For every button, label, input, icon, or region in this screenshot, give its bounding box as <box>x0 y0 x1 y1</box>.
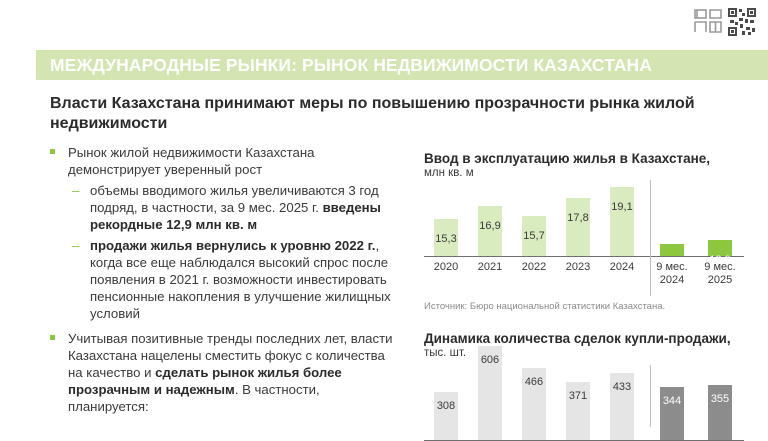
chart1-value-label: 19,1 <box>611 201 633 214</box>
chart1-bar <box>566 198 590 256</box>
chart2-unit: тыс. шт. <box>424 347 467 359</box>
chart1-category-label: 9 мес. 2024 <box>656 261 688 286</box>
record-highlight: введены рекордные 12,9 млн кв. м <box>90 200 381 232</box>
chart1-title: Ввод в эксплуатацию жилья в Казахстане, <box>424 151 710 166</box>
chart1-bar <box>610 187 634 256</box>
chart1-category-label: 9 мес. 2025 <box>704 261 736 286</box>
chart1-baseline <box>424 256 744 257</box>
dom-rf-logo <box>694 9 722 33</box>
chart1-bar <box>522 216 546 256</box>
chart2-value-label: 355 <box>710 392 730 405</box>
subbullet-housing-volume: – объемы вводимого жилья увеличиваются 3… <box>72 183 381 232</box>
chart1-category-label: 2023 <box>565 261 591 273</box>
chart2-value-label: 433 <box>612 380 632 393</box>
chart1-bar <box>660 244 684 256</box>
chart2-value-label: 371 <box>568 390 588 403</box>
chart2-bar <box>478 346 502 440</box>
bullet-marker <box>50 335 55 340</box>
chart1-category-label: 2020 <box>433 261 459 273</box>
chart1-source: Источник: Бюро национальной статистики К… <box>424 301 666 312</box>
chart1-bar <box>708 239 732 256</box>
chart1-value-label: 12,4 <box>661 258 683 271</box>
slide-subtitle: Власти Казахстана принимают меры по повы… <box>50 95 695 132</box>
qr-code-icon <box>728 8 756 36</box>
dash-marker: – <box>72 183 80 198</box>
bullet-market-growth: Рынок жилой недвижимости Казахстана демо… <box>50 144 395 178</box>
chart2-period-divider <box>650 365 651 427</box>
chart1-value-label: 12,9 <box>709 253 731 266</box>
chart2-value-label: 308 <box>436 400 456 413</box>
dash-marker: – <box>72 238 80 253</box>
chart1-value-label: 16,9 <box>479 219 501 232</box>
chart2-title: Динамика количества сделок купли-продажи… <box>424 331 731 346</box>
sales-highlight: продажи жилья вернулись к уровню 2022 г. <box>90 238 376 253</box>
banner-title: МЕЖДУНАРОДНЫЕ РЫНКИ: РЫНОК НЕДВИЖИМОСТИ … <box>50 55 653 75</box>
bullet-transparency: Учитывая позитивные тренды последних лет… <box>50 330 395 415</box>
section-banner: МЕЖДУНАРОДНЫЕ РЫНКИ: РЫНОК НЕДВИЖИМОСТИ … <box>36 50 768 80</box>
chart2-value-label: 466 <box>524 375 544 388</box>
chart1-bar <box>478 205 502 256</box>
chart1-value-label: 17,8 <box>567 212 589 225</box>
chart1-category-label: 2022 <box>521 261 547 273</box>
chart1-bar <box>434 219 458 256</box>
chart2-value-label: 606 <box>480 354 500 367</box>
transparency-highlight: сделать рынок жилья более прозрачным и н… <box>68 365 342 397</box>
chart1-value-label: 15,3 <box>435 233 457 246</box>
left-text-column: Рынок жилой недвижимости Казахстана демо… <box>50 144 395 415</box>
chart1-period-divider <box>650 180 651 296</box>
bullet-marker <box>50 149 55 154</box>
chart1-value-label: 15,7 <box>523 230 545 243</box>
chart1-category-label: 2024 <box>609 261 635 273</box>
chart1-category-label: 2021 <box>477 261 503 273</box>
subbullet-sales: – продажи жилья вернулись к уровню 2022 … <box>72 238 391 321</box>
chart2-value-label: 344 <box>662 394 682 407</box>
chart1-unit: млн кв. м <box>424 167 474 179</box>
